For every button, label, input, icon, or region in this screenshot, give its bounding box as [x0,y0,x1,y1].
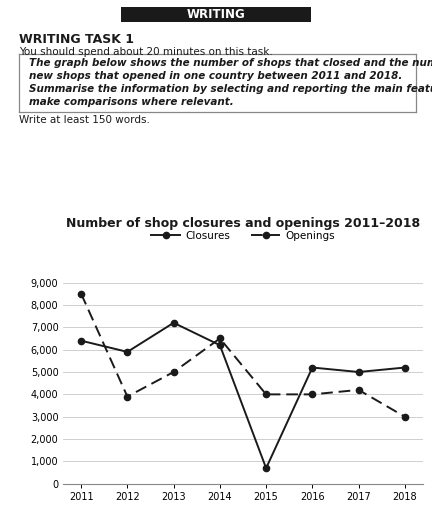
Legend: Closures, Openings: Closures, Openings [147,227,339,245]
Text: The graph below shows the number of shops that closed and the number of
new shop: The graph below shows the number of shop… [29,58,432,81]
Title: Number of shop closures and openings 2011–2018: Number of shop closures and openings 201… [66,217,420,230]
Text: WRITING TASK 1: WRITING TASK 1 [19,33,134,46]
Text: WRITING: WRITING [187,8,245,21]
Text: Summarise the information by selecting and reporting the main features, and
make: Summarise the information by selecting a… [29,84,432,108]
Text: You should spend about 20 minutes on this task.: You should spend about 20 minutes on thi… [19,47,273,57]
Text: Write at least 150 words.: Write at least 150 words. [19,115,150,125]
